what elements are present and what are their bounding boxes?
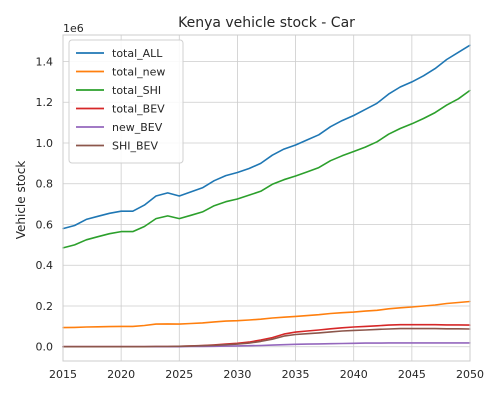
x-tick-label: 2040: [340, 368, 368, 381]
legend-label-total_BEV: total_BEV: [112, 103, 165, 116]
legend: total_ALL total_new total_SHI total_BEV new_…: [68, 39, 184, 164]
x-tick-label: 2020: [107, 368, 135, 381]
series-line-total_new: [62, 300, 471, 329]
series-lines: [62, 44, 471, 348]
legend-label-SHI_BEV: SHI_BEV: [112, 140, 158, 153]
series-line-total_SHI: [62, 89, 471, 249]
y-axis-label: Vehicle stock: [14, 161, 28, 240]
legend-label-total_ALL: total_ALL: [112, 47, 163, 60]
y-tick-label: 1.4: [36, 55, 54, 68]
legend-label-total_SHI: total_SHI: [112, 84, 161, 97]
chart-title: Kenya vehicle stock - Car: [178, 15, 355, 31]
plot-frame: [62, 34, 471, 362]
y-tick-label: 1.0: [36, 137, 54, 150]
y-tick-label: 0.2: [36, 300, 54, 313]
x-tick-label: 2015: [49, 368, 77, 381]
y-tick-label: 0.0: [36, 341, 54, 354]
axes: 2015 2020 2025 2030 2035 2040 2045 2050 0.0 0.2 0.…: [36, 34, 484, 381]
y-tick-label: 1.2: [36, 96, 54, 109]
y-tick-label: 0.8: [36, 178, 54, 191]
y-axis-scale-label: 1e6: [63, 22, 84, 35]
y-tick-label: 0.4: [36, 259, 54, 272]
legend-label-total_new: total_new: [112, 66, 165, 79]
legend-label-new_BEV: new_BEV: [112, 121, 163, 134]
x-tick-label: 2050: [456, 368, 484, 381]
x-tick-label: 2045: [398, 368, 426, 381]
series-line-total_ALL: [62, 44, 471, 230]
x-tick-label: 2030: [223, 368, 251, 381]
x-tick-label: 2035: [282, 368, 310, 381]
x-tick-label: 2025: [165, 368, 193, 381]
y-tick-label: 0.6: [36, 218, 54, 231]
series-line-SHI_BEV: [62, 327, 471, 348]
